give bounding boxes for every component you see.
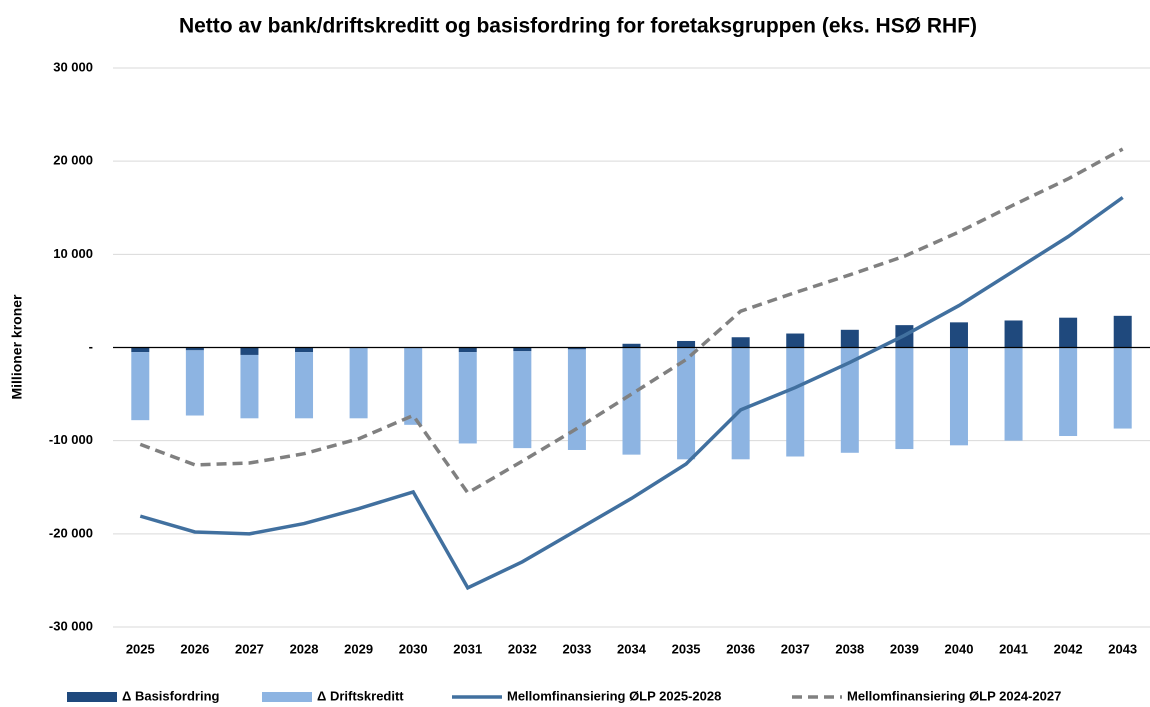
x-tick-label: 2031	[453, 641, 482, 656]
x-tick-label: 2028	[290, 641, 319, 656]
bar	[404, 347, 423, 425]
bar	[185, 350, 204, 416]
x-tick-label: 2030	[399, 641, 428, 656]
y-tick-label: -30 000	[49, 618, 93, 633]
x-tick-label: 2039	[890, 641, 919, 656]
bar	[622, 347, 641, 455]
bar	[949, 347, 968, 446]
bar	[622, 343, 641, 348]
legend-swatch	[262, 692, 312, 702]
bar	[1004, 320, 1023, 348]
bar	[1059, 347, 1078, 437]
bar	[677, 347, 696, 460]
x-tick-label: 2038	[835, 641, 864, 656]
bar	[1004, 347, 1023, 441]
x-tick-label: 2037	[781, 641, 810, 656]
bar	[786, 347, 805, 457]
bar	[131, 352, 150, 421]
bar	[458, 347, 477, 353]
line	[139, 147, 1124, 496]
legend-label: Δ Driftskreditt	[317, 688, 404, 703]
x-tick-label: 2032	[508, 641, 537, 656]
bar	[1113, 347, 1132, 429]
bar	[677, 340, 696, 348]
bar	[458, 352, 477, 444]
bar	[240, 347, 259, 355]
bar	[731, 347, 750, 460]
x-tick-label: 2033	[562, 641, 591, 656]
legend-label: Mellomfinansiering ØLP 2024-2027	[847, 688, 1061, 703]
chart-title: Netto av bank/driftskreditt og basisford…	[179, 15, 977, 38]
y-tick-label: 20 000	[53, 153, 93, 168]
bar	[567, 347, 586, 350]
bar	[349, 347, 368, 419]
x-tick-label: 2043	[1108, 641, 1137, 656]
y-tick-label: -20 000	[49, 525, 93, 540]
y-tick-label: -	[89, 339, 93, 354]
bar	[513, 351, 532, 449]
bar	[786, 333, 805, 348]
bar	[295, 347, 314, 353]
bar	[949, 322, 968, 348]
bar	[295, 352, 314, 419]
y-tick-label: -10 000	[49, 432, 93, 447]
x-tick-label: 2025	[126, 641, 155, 656]
legend-label: Δ Basisfordring	[122, 688, 220, 703]
y-tick-label: 10 000	[53, 246, 93, 261]
bar	[840, 347, 859, 453]
bar	[567, 349, 586, 450]
x-tick-label: 2035	[672, 641, 701, 656]
bar	[1059, 317, 1078, 348]
bar	[840, 329, 859, 348]
bar	[731, 337, 750, 348]
x-tick-label: 2041	[999, 641, 1028, 656]
x-tick-label: 2034	[617, 641, 647, 656]
x-tick-label: 2026	[180, 641, 209, 656]
bar	[1113, 315, 1132, 348]
line	[139, 196, 1124, 591]
legend-swatch	[67, 692, 117, 702]
bar	[513, 347, 532, 352]
x-tick-label: 2036	[726, 641, 755, 656]
legend-label: Mellomfinansiering ØLP 2025-2028	[507, 688, 721, 703]
bar	[131, 347, 150, 353]
bar	[240, 354, 259, 419]
x-tick-label: 2027	[235, 641, 264, 656]
y-tick-label: 30 000	[53, 59, 93, 74]
bar	[185, 347, 204, 351]
y-axis-label: Millioner kroner	[9, 294, 25, 400]
x-tick-label: 2042	[1054, 641, 1083, 656]
x-tick-label: 2029	[344, 641, 373, 656]
x-tick-label: 2040	[945, 641, 974, 656]
bar	[895, 347, 914, 450]
